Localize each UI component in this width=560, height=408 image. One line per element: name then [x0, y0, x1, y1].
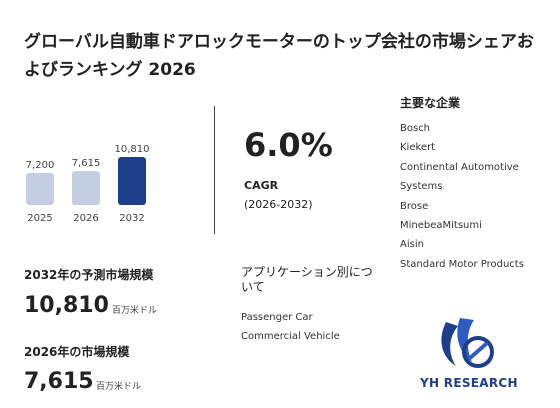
vertical-divider — [214, 106, 215, 234]
market-2026-label: 2026年の市場規模 — [24, 345, 130, 359]
company-item: Kiekert — [400, 142, 436, 154]
cagr-label: CAGR — [244, 179, 279, 192]
key-companies-list: Bosch Kiekert Continental Automotive Sys… — [400, 119, 540, 274]
company-item: MinebeaMitsumi — [400, 220, 482, 232]
applications-title: アプリケーション別について — [241, 265, 373, 294]
bar-2025 — [26, 173, 54, 205]
bar-2032 — [118, 157, 146, 205]
bar-2026 — [72, 171, 100, 205]
company-item: Continental Automotive Systems — [400, 161, 519, 193]
applications-list: Passenger Car Commercial Vehicle — [241, 308, 340, 346]
cagr-value: 6.0% — [244, 126, 333, 164]
company-item: Bosch — [400, 123, 431, 134]
bar-category-label: 2032 — [119, 213, 144, 224]
bar-value-label: 7,615 — [72, 158, 101, 169]
bar-category-label: 2025 — [27, 213, 52, 224]
bar-value-label: 7,200 — [26, 160, 55, 171]
company-item: Standard Motor Products — [400, 258, 524, 270]
cagr-range: (2026-2032) — [244, 198, 313, 211]
key-companies-title: 主要な企業 — [400, 96, 461, 110]
bar-category-label: 2026 — [73, 213, 98, 224]
market-2026-value: 7,615 — [24, 369, 94, 394]
company-item: Brose — [400, 200, 429, 212]
market-size-bar-chart: 7,200 2025 7,615 2026 10,810 2032 — [24, 135, 194, 235]
yh-research-logo-icon — [412, 312, 522, 392]
market-2032-label: 2032年の予測市場規模 — [24, 268, 154, 282]
market-2032-unit: 百万米ドル — [112, 306, 158, 316]
market-2032-value: 10,810 — [24, 293, 109, 318]
logo-text: YH RESEARCH — [420, 376, 518, 390]
market-2026-unit: 百万米ドル — [96, 382, 142, 392]
bar-value-label: 10,810 — [115, 144, 150, 155]
application-item: Passenger Car — [241, 312, 313, 323]
bar-chart-svg: 7,200 2025 7,615 2026 10,810 2032 — [26, 144, 150, 224]
application-item: Commercial Vehicle — [241, 331, 340, 342]
page-title: グローバル自動車ドアロックモーターのトップ会社の市場シェアおよびランキング 20… — [24, 32, 534, 80]
company-item: Aisin — [400, 239, 424, 251]
